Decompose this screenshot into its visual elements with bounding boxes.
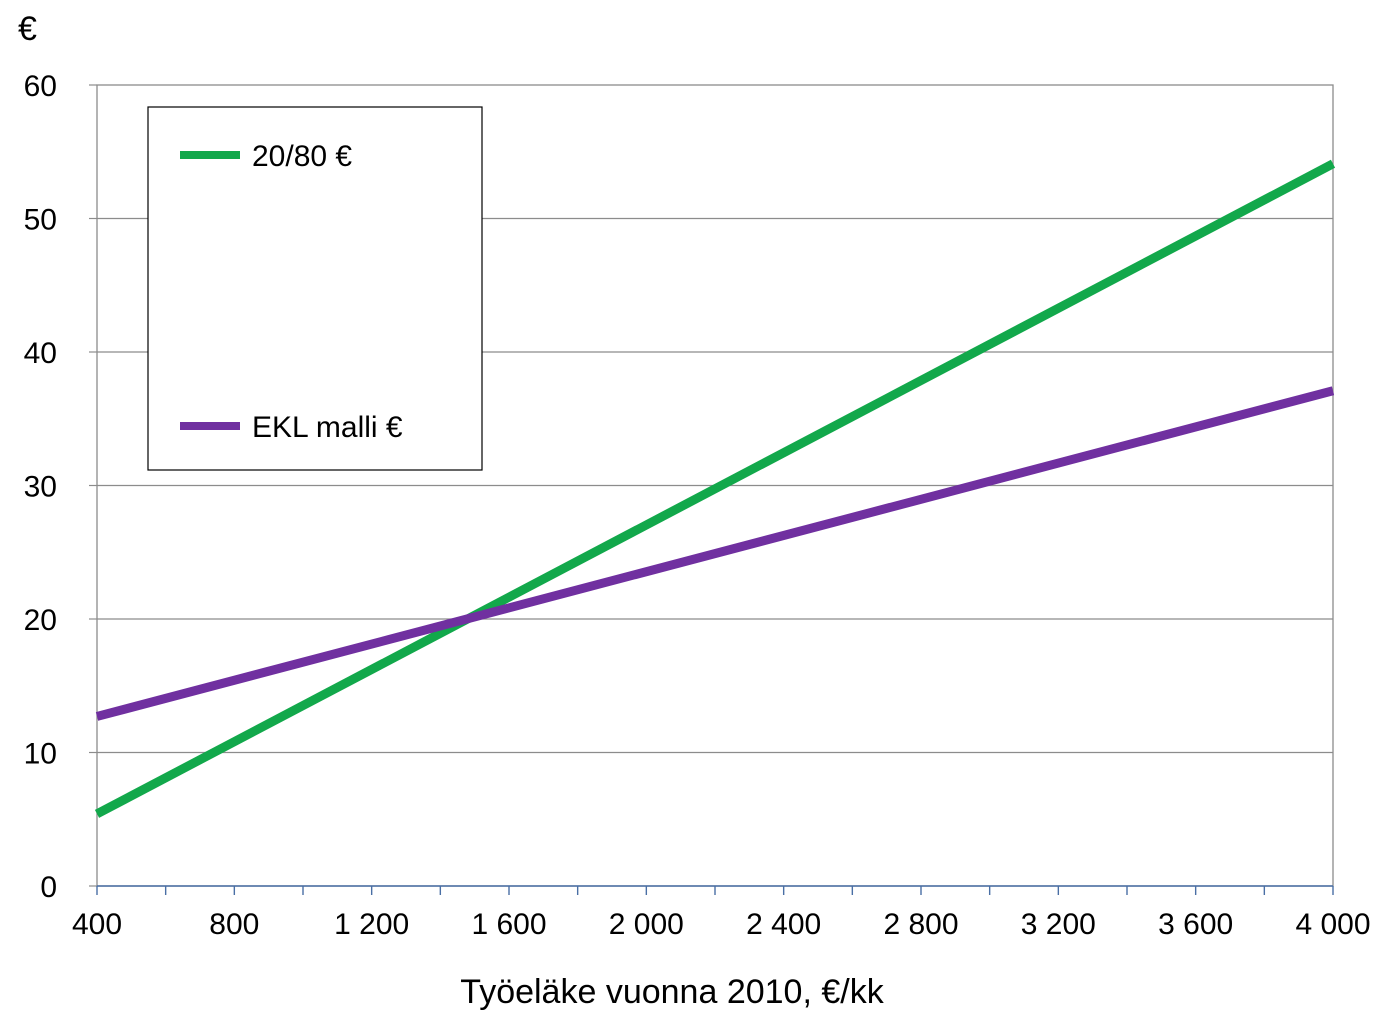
series-line-1: [95, 386, 1335, 721]
x-tick-label-1200: 1 200: [334, 908, 409, 941]
x-tick-label-4000: 4 000: [1295, 908, 1370, 941]
x-tick-label-2800: 2 800: [883, 908, 958, 941]
y-tick-label-10: 10: [24, 738, 57, 771]
y-tick-label-0: 0: [40, 871, 57, 904]
x-tick-label-400: 400: [72, 908, 122, 941]
x-tick-label-800: 800: [209, 908, 259, 941]
y-tick-label-50: 50: [24, 204, 57, 237]
y-tick-label-30: 30: [24, 471, 57, 504]
legend-label-20-80: 20/80 €: [252, 140, 352, 173]
y-tick-labels: 0 10 20 30 40 50 60: [24, 70, 57, 904]
x-tick-label-3200: 3 200: [1021, 908, 1096, 941]
x-tick-label-1600: 1 600: [471, 908, 546, 941]
y-tick-label-40: 40: [24, 337, 57, 370]
x-tick-label-2400: 2 400: [746, 908, 821, 941]
y-unit-label: €: [18, 10, 37, 48]
legend-box: [147, 106, 483, 471]
legend-label-ekl-malli: EKL malli €: [252, 411, 403, 444]
series-lines: [94, 159, 1336, 818]
series-line-0: [94, 159, 1336, 818]
legend: 20/80 € EKL malli €: [147, 106, 483, 471]
y-tick-label-60: 60: [24, 70, 57, 103]
y-tick-label-20: 20: [24, 604, 57, 637]
x-tick-labels: 400 800 1 200 1 600 2 000 2 400 2 800 3 200 3 60…: [72, 908, 1371, 941]
x-tick-label-2000: 2 000: [609, 908, 684, 941]
x-tick-label-3600: 3 600: [1158, 908, 1233, 941]
x-axis-title: Työeläke vuonna 2010, €/kk: [460, 973, 884, 1011]
axis-ticks: [89, 84, 1334, 895]
